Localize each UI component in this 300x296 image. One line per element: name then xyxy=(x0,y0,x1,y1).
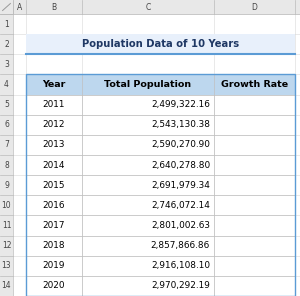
Text: 2,543,130.38: 2,543,130.38 xyxy=(151,120,210,129)
Text: Year: Year xyxy=(42,80,66,89)
Text: 2019: 2019 xyxy=(43,261,65,270)
Text: 12: 12 xyxy=(2,241,11,250)
Text: 13: 13 xyxy=(2,261,11,270)
Text: 2020: 2020 xyxy=(43,281,65,290)
Text: 7: 7 xyxy=(4,140,9,149)
Text: 2,691,979.34: 2,691,979.34 xyxy=(151,181,210,190)
Text: 2,499,322.16: 2,499,322.16 xyxy=(151,100,210,109)
Text: 11: 11 xyxy=(2,221,11,230)
Bar xyxy=(82,74,214,94)
Text: Growth Rate: Growth Rate xyxy=(221,80,288,89)
Text: B: B xyxy=(51,2,57,12)
Text: C: C xyxy=(146,2,151,12)
Text: Population Data of 10 Years: Population Data of 10 Years xyxy=(82,39,239,49)
Text: 6: 6 xyxy=(4,120,9,129)
Text: 2017: 2017 xyxy=(43,221,65,230)
Text: 2011: 2011 xyxy=(43,100,65,109)
Text: 4: 4 xyxy=(4,80,9,89)
Text: 2,970,292.19: 2,970,292.19 xyxy=(151,281,210,290)
Text: 5: 5 xyxy=(4,100,9,109)
Text: A: A xyxy=(17,2,22,12)
Text: 2,857,866.86: 2,857,866.86 xyxy=(151,241,210,250)
Bar xyxy=(214,74,295,94)
Bar xyxy=(26,74,82,94)
Text: 2,590,270.90: 2,590,270.90 xyxy=(151,140,210,149)
Text: 2: 2 xyxy=(4,40,9,49)
Bar xyxy=(0,14,13,296)
Text: 2014: 2014 xyxy=(43,160,65,170)
Text: 2,916,108.10: 2,916,108.10 xyxy=(151,261,210,270)
Text: 2012: 2012 xyxy=(43,120,65,129)
Text: 2018: 2018 xyxy=(43,241,65,250)
Text: 2016: 2016 xyxy=(43,201,65,210)
Text: 2,746,072.14: 2,746,072.14 xyxy=(151,201,210,210)
Bar xyxy=(26,74,295,296)
Text: 1: 1 xyxy=(4,20,9,29)
Text: 2013: 2013 xyxy=(43,140,65,149)
Text: 2015: 2015 xyxy=(43,181,65,190)
Text: 14: 14 xyxy=(2,281,11,290)
Bar xyxy=(26,34,295,54)
Text: Total Population: Total Population xyxy=(104,80,192,89)
Text: 9: 9 xyxy=(4,181,9,190)
Text: 3: 3 xyxy=(4,60,9,69)
Text: 2,640,278.80: 2,640,278.80 xyxy=(151,160,210,170)
Bar xyxy=(0,0,300,14)
Text: 10: 10 xyxy=(2,201,11,210)
Text: 2,801,002.63: 2,801,002.63 xyxy=(151,221,210,230)
Text: D: D xyxy=(252,2,257,12)
Text: 8: 8 xyxy=(4,160,9,170)
